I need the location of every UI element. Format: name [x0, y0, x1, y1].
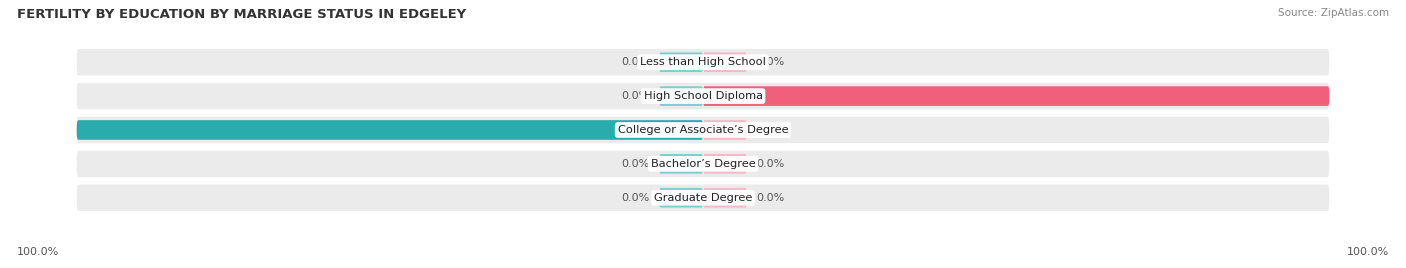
Text: 0.0%: 0.0% [621, 91, 650, 101]
Text: Graduate Degree: Graduate Degree [654, 193, 752, 203]
Text: 0.0%: 0.0% [756, 193, 785, 203]
FancyBboxPatch shape [703, 188, 747, 207]
Text: 0.0%: 0.0% [756, 125, 785, 135]
FancyBboxPatch shape [703, 120, 747, 140]
Text: Bachelor’s Degree: Bachelor’s Degree [651, 159, 755, 169]
Text: 100.0%: 100.0% [21, 125, 67, 135]
FancyBboxPatch shape [659, 154, 703, 174]
Text: 100.0%: 100.0% [17, 247, 59, 257]
Text: 100.0%: 100.0% [1339, 91, 1385, 101]
FancyBboxPatch shape [659, 53, 703, 72]
Text: College or Associate’s Degree: College or Associate’s Degree [617, 125, 789, 135]
FancyBboxPatch shape [659, 188, 703, 207]
FancyBboxPatch shape [703, 53, 747, 72]
FancyBboxPatch shape [77, 117, 1329, 143]
Text: 100.0%: 100.0% [1347, 247, 1389, 257]
Text: Less than High School: Less than High School [640, 57, 766, 67]
Text: 0.0%: 0.0% [621, 57, 650, 67]
FancyBboxPatch shape [77, 185, 1329, 211]
FancyBboxPatch shape [703, 86, 1329, 106]
FancyBboxPatch shape [659, 86, 703, 106]
Text: High School Diploma: High School Diploma [644, 91, 762, 101]
Text: 0.0%: 0.0% [621, 193, 650, 203]
FancyBboxPatch shape [77, 49, 1329, 75]
FancyBboxPatch shape [77, 120, 703, 140]
Text: 0.0%: 0.0% [756, 159, 785, 169]
Text: 0.0%: 0.0% [621, 159, 650, 169]
FancyBboxPatch shape [703, 154, 747, 174]
Text: 0.0%: 0.0% [756, 57, 785, 67]
FancyBboxPatch shape [77, 151, 1329, 177]
Text: FERTILITY BY EDUCATION BY MARRIAGE STATUS IN EDGELEY: FERTILITY BY EDUCATION BY MARRIAGE STATU… [17, 8, 467, 21]
FancyBboxPatch shape [77, 83, 1329, 109]
Text: Source: ZipAtlas.com: Source: ZipAtlas.com [1278, 8, 1389, 18]
